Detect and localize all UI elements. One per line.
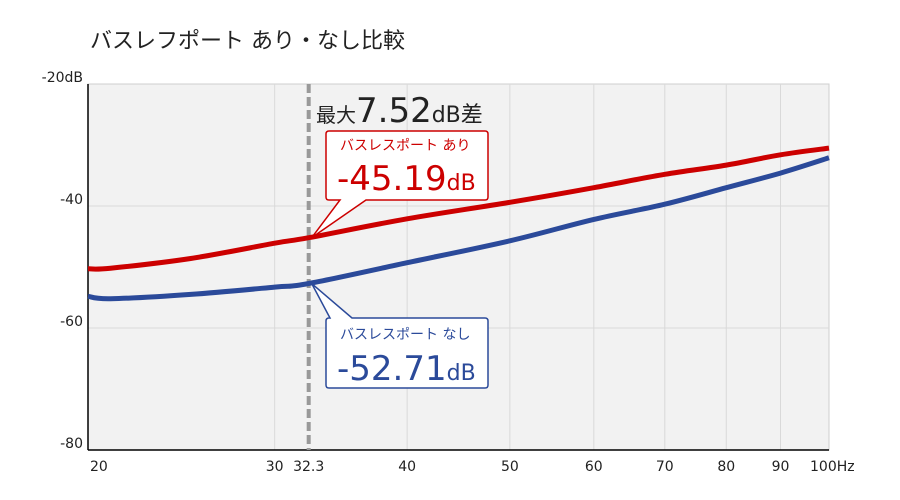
series-lines: [87, 145, 830, 302]
y-tick-label: -40: [60, 192, 83, 208]
x-tick-label: 20: [90, 459, 108, 475]
max-difference-annotation: 最大7.52dB差: [316, 91, 483, 131]
chart-title: バスレフポート あり・なし比較: [90, 29, 405, 54]
x-tick-label: 30: [266, 459, 284, 475]
x-tick-label: 32.3: [293, 459, 324, 475]
series-line-without-port: [87, 155, 830, 302]
x-tick-label: 50: [501, 459, 519, 475]
callout-value-number: -52.71: [337, 349, 447, 389]
x-tick-label: 90: [772, 459, 790, 475]
x-tick-label: 60: [585, 459, 603, 475]
callout-value-unit: dB: [447, 361, 476, 386]
callout-value-number: -45.19: [337, 159, 447, 199]
callout-with-port: バスレスポート あり -45.19dB: [311, 130, 489, 239]
callout-label-with-port: バスレスポート あり: [340, 138, 470, 154]
callout-value-without-port: -52.71dB: [337, 349, 476, 389]
max-difference-prefix: 最大: [316, 103, 356, 127]
callout-value-unit: dB: [447, 171, 476, 196]
y-tick-label: -80: [60, 436, 83, 452]
y-axis-tick-labels: -20dB -40 -60 -80: [42, 70, 83, 452]
callout-without-port: バスレスポート なし -52.71dB: [311, 282, 489, 389]
max-difference-value: 7.52: [356, 91, 432, 131]
x-axis-tick-labels: 20 30 32.3 40 50 60 70 80 90 100Hz: [90, 459, 855, 475]
x-tick-label: 100Hz: [810, 459, 855, 475]
callout-box-without-port: [311, 282, 489, 389]
y-tick-label: -20dB: [42, 70, 83, 86]
series-line-with-port: [87, 145, 830, 272]
max-difference-suffix: dB差: [432, 103, 483, 128]
callout-label-without-port: バスレスポート なし: [340, 327, 470, 343]
callout-box-with-port: [311, 130, 489, 239]
callout-value-with-port: -45.19dB: [337, 159, 476, 199]
x-tick-label: 40: [398, 459, 416, 475]
y-tick-label: -60: [60, 314, 83, 330]
x-tick-label: 80: [717, 459, 735, 475]
x-tick-label: 70: [656, 459, 674, 475]
